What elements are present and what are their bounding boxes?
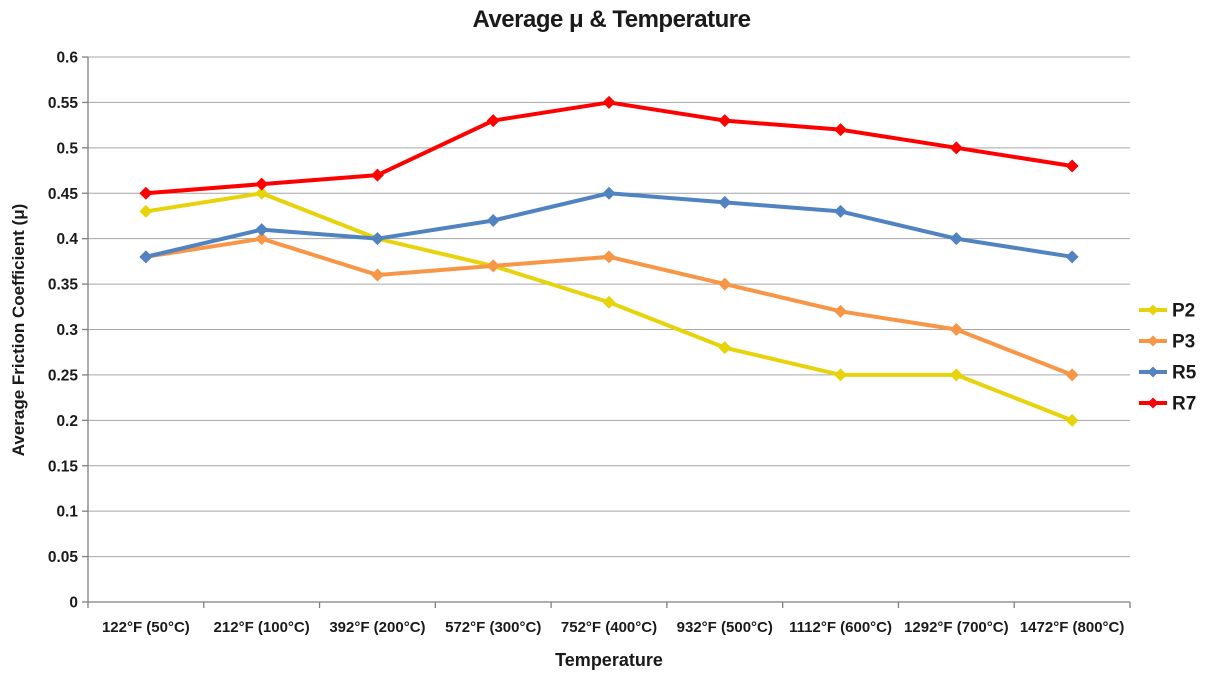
marker-P2	[718, 341, 732, 355]
legend-label-P3: P3	[1172, 332, 1195, 353]
marker-R7	[370, 168, 384, 182]
marker-P2	[834, 368, 848, 382]
marker-R5	[1065, 250, 1079, 264]
marker-P2	[949, 368, 963, 382]
legend-label-R5: R5	[1172, 363, 1197, 384]
x-axis-title: Temperature	[555, 650, 663, 670]
x-tick-label: 392°F (200°C)	[329, 619, 425, 636]
y-tick-label: 0.55	[48, 95, 79, 112]
x-tick-label: 572°F (300°C)	[445, 619, 541, 636]
x-tick-label: 1112°F (600°C)	[789, 619, 892, 636]
marker-P3	[602, 250, 616, 264]
marker-R7	[949, 141, 963, 155]
marker-P3	[255, 232, 269, 246]
marker-R7	[486, 114, 500, 128]
legend-marker-R5	[1147, 366, 1159, 378]
legend-marker-R7	[1147, 397, 1159, 409]
marker-P2	[602, 295, 616, 309]
y-tick-label: 0.25	[48, 367, 79, 384]
chart-title: Average μ & Temperature	[472, 6, 751, 33]
x-tick-label: 1472°F (800°C)	[1020, 619, 1125, 636]
y-tick-label: 0.2	[56, 413, 78, 430]
marker-P2	[139, 204, 153, 218]
marker-P3	[370, 268, 384, 282]
y-tick-label: 0.1	[56, 504, 78, 521]
y-tick-label: 0.3	[56, 322, 78, 339]
marker-P3	[1065, 368, 1079, 382]
marker-R5	[486, 214, 500, 227]
marker-R7	[718, 114, 732, 128]
legend-marker-P2	[1147, 304, 1159, 316]
legend-label-R7: R7	[1172, 394, 1196, 415]
marker-R7	[255, 177, 269, 191]
y-tick-label: 0	[69, 595, 78, 612]
marker-R5	[602, 186, 616, 200]
y-tick-label: 0.15	[48, 458, 79, 475]
y-tick-label: 0.45	[48, 186, 79, 203]
marker-R7	[834, 123, 848, 137]
marker-P2	[1065, 413, 1079, 427]
x-tick-label: 1292°F (700°C)	[904, 619, 1009, 636]
marker-R5	[370, 232, 384, 246]
marker-R5	[834, 204, 848, 218]
marker-R7	[602, 95, 616, 109]
marker-P3	[718, 277, 732, 291]
y-tick-label: 0.5	[56, 140, 78, 157]
marker-R5	[718, 195, 732, 209]
marker-P3	[486, 259, 500, 273]
marker-R7	[139, 186, 153, 200]
y-tick-label: 0.4	[56, 231, 78, 248]
marker-P3	[834, 304, 848, 318]
marker-R5	[139, 250, 153, 264]
marker-R7	[1065, 159, 1079, 173]
legend-marker-P3	[1147, 335, 1159, 347]
marker-P3	[949, 323, 963, 336]
marker-R5	[949, 232, 963, 246]
legend-label-P2: P2	[1172, 301, 1195, 322]
marker-R5	[255, 223, 269, 237]
y-tick-label: 0.05	[48, 549, 79, 566]
x-tick-label: 212°F (100°C)	[214, 619, 310, 636]
x-tick-label: 932°F (500°C)	[677, 619, 773, 636]
marker-P2	[255, 186, 269, 200]
y-tick-label: 0.6	[56, 50, 78, 67]
x-tick-label: 122°F (50°C)	[102, 619, 190, 636]
x-tick-label: 752°F (400°C)	[561, 619, 657, 636]
y-tick-label: 0.35	[48, 277, 79, 294]
